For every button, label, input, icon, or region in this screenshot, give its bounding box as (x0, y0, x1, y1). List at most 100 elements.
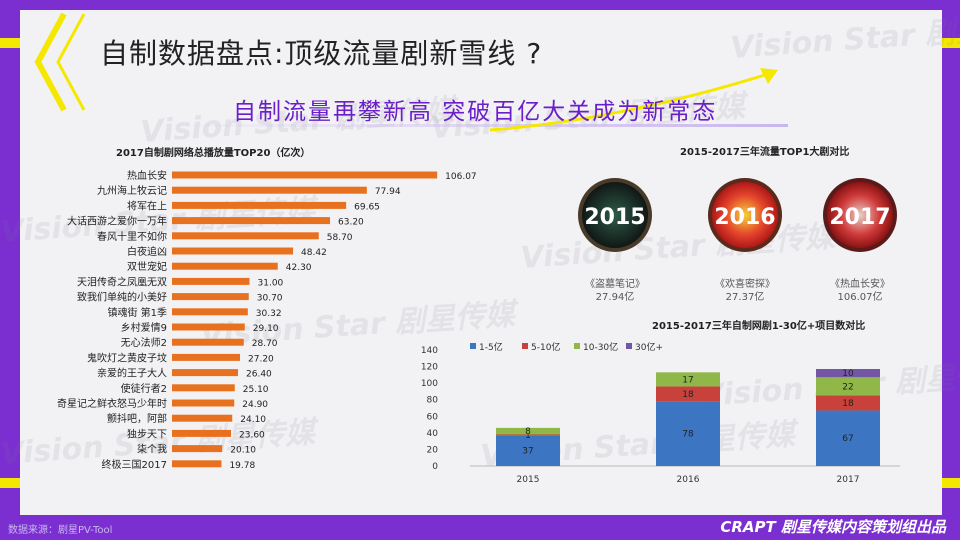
category-label: 独步天下 (127, 427, 167, 440)
category-label: 柒个我 (137, 443, 167, 456)
value-label: 69.65 (354, 202, 380, 212)
segment-label: 18 (682, 390, 694, 400)
category-label: 大话西游之爱你一万年 (67, 215, 167, 228)
segment-label: 67 (842, 434, 853, 444)
x-tick-label: 2017 (837, 475, 860, 485)
category-label: 天泪传奇之凤凰无双 (77, 275, 167, 288)
value-label: 106.07 (445, 172, 477, 182)
value-label: 58.70 (327, 233, 353, 243)
stack-segment (656, 386, 720, 402)
legend-swatch (522, 343, 528, 349)
poster-caption: 《盗墓笔记》 27.94亿 (585, 279, 645, 303)
segment-label: 8 (525, 427, 531, 437)
category-label: 鬼吹灯之黄皮子坟 (87, 351, 167, 364)
x-tick-label: 2015 (517, 475, 540, 485)
stack-segment (496, 434, 560, 436)
y-tick-label: 60 (427, 412, 439, 422)
value-label: 63.20 (338, 218, 364, 228)
value-label: 23.60 (239, 430, 265, 440)
bar (172, 171, 438, 179)
segment-label: 18 (842, 399, 854, 409)
bar (172, 232, 319, 240)
value-label: 29.10 (253, 324, 279, 334)
value-label: 26.40 (246, 370, 272, 380)
x-tick-label: 2016 (677, 475, 700, 485)
y-tick-label: 20 (427, 445, 439, 455)
bar (172, 247, 294, 255)
bar (172, 353, 240, 361)
top1-poster-panel: 2015-2017三年流量TOP1大剧对比 2015 2016 2017 (578, 145, 897, 252)
category-label: 白夜追凶 (127, 245, 167, 258)
stack-segment (816, 410, 880, 466)
legend-swatch (470, 343, 476, 349)
stack-segment (496, 435, 560, 466)
legend-swatch (574, 343, 580, 349)
legend-swatch (626, 343, 632, 349)
bar (172, 277, 250, 285)
legend-label: 30亿+ (635, 341, 663, 353)
value-label: 30.32 (256, 309, 282, 319)
stack-segment (816, 377, 880, 396)
bar (172, 217, 330, 225)
segment-label: 1 (525, 431, 531, 441)
bar (172, 201, 347, 209)
stack-segment (816, 369, 880, 378)
stack-segment (656, 372, 720, 387)
top20-bar-chart: 2017自制剧网络总播放量TOP20（亿次） 热血长安 106.07 九州海上牧云记… (57, 146, 477, 471)
chart-title: 2015-2017三年自制网剧1-30亿+项目数对比 (652, 319, 865, 332)
category-label: 奇星记之鲜衣怒马少年时 (57, 397, 167, 410)
category-label: 终极三国2017 (102, 458, 167, 471)
value-label: 77.94 (375, 187, 401, 197)
value-label: 20.10 (230, 446, 256, 456)
stack-segment (496, 427, 560, 435)
legend-label: 1-5亿 (479, 341, 503, 353)
value-label: 24.90 (242, 400, 268, 410)
stacked-bar-chart: 2015-2017三年自制网剧1-30亿+项目数对比 1-5亿 5-10亿 10-3… (421, 319, 900, 485)
bar (172, 399, 235, 407)
corner-chevron-icon (34, 12, 86, 112)
segment-label: 37 (522, 447, 533, 457)
y-tick-label: 80 (427, 396, 439, 406)
category-label: 热血长安 (127, 169, 167, 182)
stack-segment (656, 401, 720, 466)
bar (172, 414, 233, 422)
chart-title: 2017自制剧网络总播放量TOP20（亿次） (116, 146, 310, 159)
category-label: 将军在上 (127, 200, 167, 212)
value-label: 30.70 (257, 294, 283, 304)
category-label: 乡村爱情9 (121, 321, 167, 334)
category-label: 双世宠妃 (127, 260, 167, 273)
y-tick-label: 0 (432, 462, 438, 472)
y-tick-label: 120 (421, 363, 438, 373)
category-label: 亲爱的王子大人 (97, 367, 167, 380)
y-tick-label: 100 (421, 379, 438, 389)
poster-panel-title: 2015-2017三年流量TOP1大剧对比 (680, 145, 849, 158)
stack-segment (816, 395, 880, 411)
value-label: 19.78 (229, 461, 255, 471)
legend-label: 10-30亿 (583, 341, 618, 353)
bar (172, 323, 245, 331)
value-label: 24.10 (240, 415, 266, 425)
category-label: 使徒行者2 (121, 382, 167, 395)
bar (172, 293, 249, 301)
value-label: 48.42 (301, 248, 327, 258)
poster-2016: 2016 (708, 178, 782, 252)
poster-caption: 《热血长安》 106.07亿 (830, 279, 890, 303)
subtitle-underline (168, 124, 788, 127)
swoosh-arrow-icon (489, 68, 778, 132)
bar (172, 460, 222, 468)
bar (172, 186, 367, 194)
bar (172, 338, 244, 346)
category-label: 颤抖吧，阿部 (107, 412, 167, 425)
poster-year: 2017 (829, 205, 890, 230)
poster-year: 2016 (714, 205, 775, 230)
bar (172, 429, 231, 437)
value-label: 27.20 (248, 354, 274, 364)
category-label: 九州海上牧云记 (97, 184, 167, 197)
bar (172, 445, 223, 453)
category-label: 镇魂街 第1季 (107, 306, 167, 319)
y-tick-label: 40 (427, 429, 439, 439)
value-label: 31.00 (258, 278, 284, 288)
legend-label: 5-10亿 (531, 341, 560, 353)
page-subtitle: 自制流量再攀新高 突破百亿大关成为新常态 (233, 99, 718, 125)
poster-caption: 《欢喜密探》 27.37亿 (715, 279, 775, 303)
